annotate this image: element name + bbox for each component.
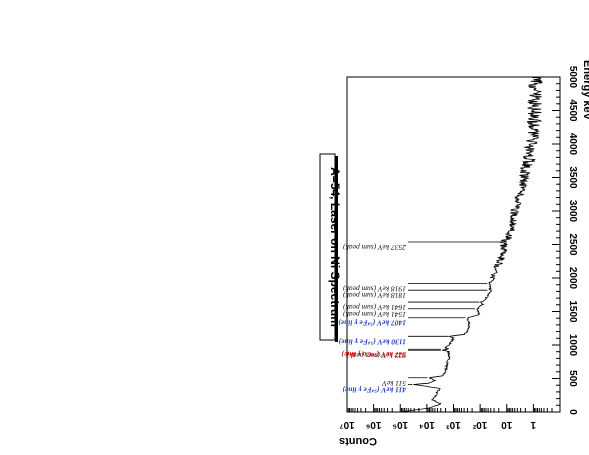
annotation-label: 511 keV xyxy=(381,379,406,388)
y-tick-label: 10³ xyxy=(446,419,461,430)
annotations: 411 keV (⁵⁴Fe γ line)511 keV 922 keV (sum… xyxy=(338,241,501,394)
y-tick-label: 10² xyxy=(472,419,487,430)
annotation-label: 1407 keV (⁵⁴Fe γ line) xyxy=(338,319,406,328)
y-tick-label: 10 xyxy=(501,419,513,430)
x-tick-label: 4000 xyxy=(567,133,578,156)
y-tick-label: 10⁷ xyxy=(339,419,354,430)
x-tick-label: 1500 xyxy=(567,300,578,323)
annotation-label: 1918 keV (sum peak) xyxy=(343,284,406,293)
chart-title: A=54, Laser on Ni Spectrum xyxy=(328,167,342,327)
annotation-label: 411 keV (⁵⁴Fe γ line) xyxy=(342,385,407,394)
annotation-label: 1130 keV (⁵⁴Fe γ line) xyxy=(338,337,406,346)
spectrum-series xyxy=(401,76,543,413)
annotation-label: 1541 keV (sum peak) xyxy=(343,310,406,319)
x-tick-label: 0 xyxy=(567,409,578,415)
x-tick-label: 500 xyxy=(567,370,578,387)
y-tick-label: 10⁵ xyxy=(392,419,408,430)
y-tick-label: 10⁶ xyxy=(366,419,382,430)
annotation-label: 2537 keV (sum peak) xyxy=(343,243,406,252)
annotation-label: 1641 keV (sum peak) xyxy=(343,303,406,312)
plot-root: 0 500 1000 1500 2000 2500 3000 3500 4000 4500 5000… xyxy=(338,66,578,430)
x-tick-label: 3000 xyxy=(567,200,578,223)
y-tick-label: 10⁴ xyxy=(419,419,435,430)
x-axis-title: Energy keV xyxy=(581,60,589,121)
y-tick-label: 1 xyxy=(530,419,536,430)
spectrum-line xyxy=(401,76,543,413)
annotation-label: 922 keV (sum peak) xyxy=(346,351,406,360)
annotation-label: 937 keV (⁵⁴Co γ line) xyxy=(341,350,406,359)
x-tick-label: 1000 xyxy=(567,334,578,357)
title-box: A=54, Laser on Ni Spectrum xyxy=(319,153,342,342)
annotation-label: 1818 keV (sum peak) xyxy=(343,291,406,300)
y-axis-title: Counts xyxy=(339,435,377,447)
x-tick-label: 4500 xyxy=(567,99,578,122)
x-tick-label: 2000 xyxy=(567,267,578,290)
x-tick-label: 5000 xyxy=(567,66,578,89)
x-tick-label: 3500 xyxy=(567,166,578,189)
axis-ticks: 0 500 1000 1500 2000 2500 3000 3500 4000 4500 5000… xyxy=(339,66,578,430)
x-tick-label: 2500 xyxy=(567,233,578,256)
